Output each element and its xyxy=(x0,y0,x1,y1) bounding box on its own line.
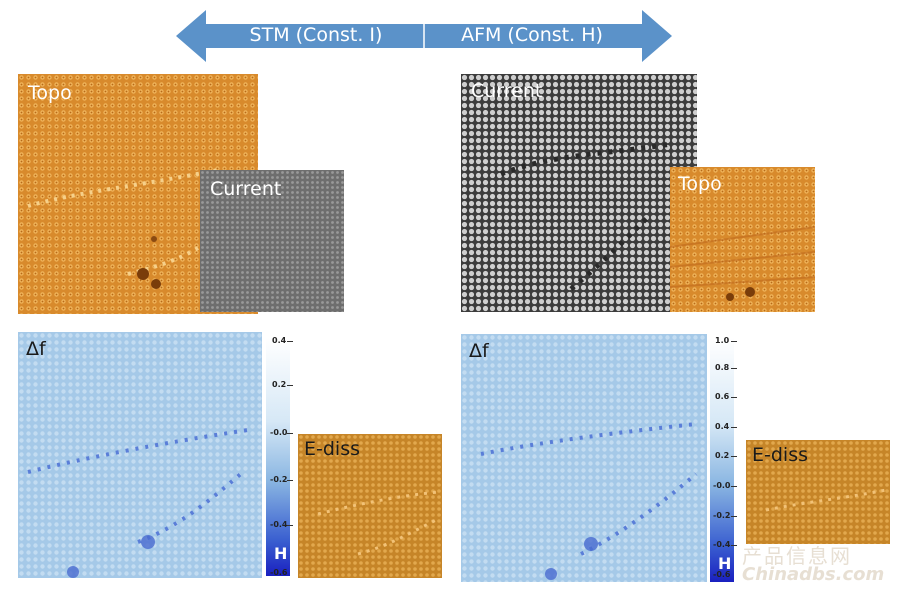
afm-topo-label: Topo xyxy=(678,173,722,195)
stm-current-label: Current xyxy=(210,178,282,200)
afm-tick: 0.2 xyxy=(715,451,730,460)
afm-scale-unit: H xyxy=(718,554,732,573)
afm-current-label: Current xyxy=(471,80,543,102)
watermark-en: Chinadbs.com xyxy=(742,564,885,585)
stm-tick: -0.2 xyxy=(270,475,288,484)
stm-tick: -0.0 xyxy=(270,428,288,437)
afm-ediss-image: E-diss xyxy=(746,440,890,544)
stm-df-image: Δf xyxy=(18,332,262,578)
stm-tick: 0.4 xyxy=(272,336,287,345)
stm-ediss-label: E-diss xyxy=(304,438,360,460)
stm-color-scale: H xyxy=(264,334,292,578)
stm-tick: -0.6 xyxy=(270,568,288,577)
afm-current-image: Current xyxy=(461,74,697,312)
stm-tick: 0.2 xyxy=(272,380,287,389)
afm-tick: 0.6 xyxy=(715,392,730,401)
afm-tick: -0.0 xyxy=(713,481,731,490)
afm-df-label: Δf xyxy=(469,340,489,362)
afm-color-scale: H xyxy=(708,334,736,584)
afm-tick-mark xyxy=(731,545,737,546)
afm-mode-label: AFM (Const. H) xyxy=(461,24,603,46)
mode-arrow: STM (Const. I) AFM (Const. H) xyxy=(176,10,672,62)
afm-df-image: Δf xyxy=(461,334,707,582)
afm-tick-mark xyxy=(731,456,737,457)
afm-tick-mark xyxy=(731,368,737,369)
stm-tick-mark xyxy=(287,525,293,526)
stm-tick-mark xyxy=(287,385,293,386)
stm-tick-mark xyxy=(287,341,293,342)
stm-tick: -0.4 xyxy=(270,520,288,529)
afm-topo-image: Topo xyxy=(670,167,815,312)
stm-scale-unit: H xyxy=(274,544,288,563)
stm-current-image: Current xyxy=(200,170,344,312)
stm-mode-label: STM (Const. I) xyxy=(249,24,383,46)
watermark-cn: 产品信息网 xyxy=(742,544,852,568)
afm-tick: 0.4 xyxy=(715,422,730,431)
double-arrow-icon xyxy=(176,10,672,62)
afm-tick: -0.2 xyxy=(713,511,731,520)
stm-tick-mark xyxy=(287,433,293,434)
afm-tick-mark xyxy=(731,427,737,428)
watermark: 产品信息网 Chinadbs.com xyxy=(742,540,900,592)
afm-tick-mark xyxy=(731,341,737,342)
afm-tick-mark xyxy=(731,516,737,517)
stm-df-label: Δf xyxy=(26,338,46,360)
afm-tick-mark xyxy=(731,397,737,398)
afm-tick: 0.8 xyxy=(715,363,730,372)
afm-tick: 1.0 xyxy=(715,336,730,345)
afm-tick-mark xyxy=(731,486,737,487)
stm-topo-label: Topo xyxy=(28,82,72,104)
afm-tick: -0.4 xyxy=(713,540,731,549)
stm-tick-mark xyxy=(287,480,293,481)
afm-ediss-label: E-diss xyxy=(752,444,808,466)
afm-tick: -0.6 xyxy=(713,570,731,579)
stm-ediss-image: E-diss xyxy=(298,434,442,578)
